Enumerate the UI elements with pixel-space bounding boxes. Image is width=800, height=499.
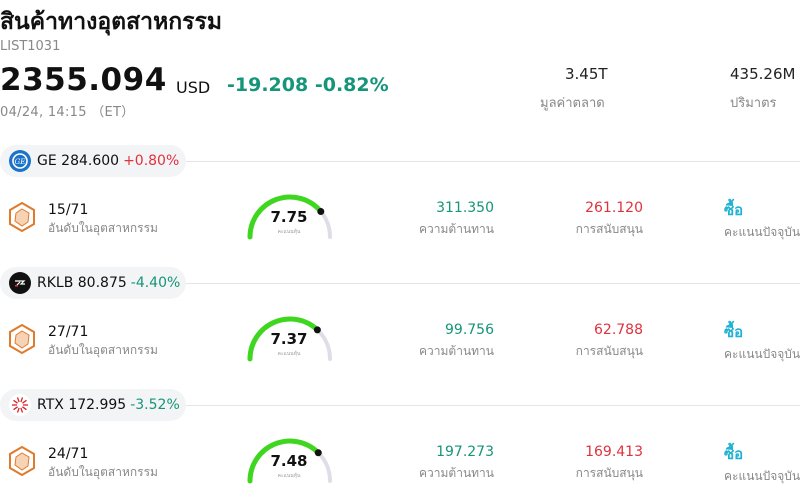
support-value: 62.788 <box>594 322 643 338</box>
currency-label: USD <box>176 78 211 97</box>
timestamp: 04/24, 14:15 （ET） <box>0 105 135 120</box>
resistance-value: 197.273 <box>436 444 494 460</box>
volume-label: ปริมาตร <box>730 96 777 111</box>
support-label: การสนับสนุน <box>575 466 643 480</box>
change-percent: -0.82% <box>314 74 389 96</box>
support-value: 261.120 <box>585 200 643 216</box>
rating-value[interactable]: ซื้อ <box>724 445 744 463</box>
stock-symbol: RTX <box>37 397 64 413</box>
industry-rank-label: อันดับในอุตสาหกรรม <box>48 465 158 479</box>
score-gauge <box>247 316 332 362</box>
support-label: การสนับสนุน <box>575 344 643 358</box>
industry-rank-label: อันดับในอุตสาหกรรม <box>48 343 158 357</box>
stock-price: 284.600 <box>61 153 120 169</box>
change-value: -19.208 <box>227 74 309 96</box>
page-title: สินค้าทางอุตสาหกรรม <box>0 9 223 35</box>
industry-rank: 27/71 <box>48 324 89 340</box>
row-divider <box>186 405 800 406</box>
stock-score: 7.75 <box>270 208 308 226</box>
stock-change-percent: -3.52% <box>130 397 180 413</box>
hexagon-radar-icon <box>9 202 35 232</box>
rating-value[interactable]: ซื้อ <box>724 323 744 341</box>
stock-price: 80.875 <box>77 275 127 291</box>
score-gauge <box>247 438 332 484</box>
rating-label: คะแนนปัจจุบัน <box>724 347 800 361</box>
row-divider <box>186 161 800 162</box>
index-price: 2355.094 <box>0 62 167 98</box>
row-divider <box>186 283 800 284</box>
stock-chip[interactable]: RKLB 80.875 -4.40% <box>0 267 186 299</box>
rocket-lab-logo-icon <box>9 272 31 294</box>
resistance-label: ความต้านทาน <box>419 466 494 480</box>
stock-symbol: RKLB <box>37 275 74 291</box>
support-value: 169.413 <box>585 444 643 460</box>
hexagon-radar-icon <box>9 446 35 476</box>
industry-rank: 15/71 <box>48 202 89 218</box>
score-gauge <box>247 194 332 240</box>
volume-value: 435.26M <box>730 65 796 83</box>
price-change: -19.208 -0.82% <box>227 74 389 96</box>
stock-score-label: คะแนนหุ้น <box>277 473 301 479</box>
rating-label: คะแนนปัจจุบัน <box>724 225 800 239</box>
list-code: LIST1031 <box>0 39 61 54</box>
stock-score-label: คะแนนหุ้น <box>277 351 301 357</box>
svg-text:GE: GE <box>15 158 26 166</box>
stock-chip[interactable]: RTX 172.995 -3.52% <box>0 389 186 421</box>
stock-score: 7.48 <box>270 452 308 470</box>
rating-value[interactable]: ซื้อ <box>724 201 744 219</box>
resistance-label: ความต้านทาน <box>419 222 494 236</box>
stock-chip[interactable]: GE GE 284.600 +0.80% <box>0 145 186 177</box>
industry-rank: 24/71 <box>48 446 89 462</box>
stock-score-label: คะแนนหุ้น <box>277 229 301 235</box>
resistance-label: ความต้านทาน <box>419 344 494 358</box>
rating-label: คะแนนปัจจุบัน <box>724 469 800 483</box>
market-cap-label: มูลค่าตลาด <box>540 96 605 111</box>
resistance-value: 311.350 <box>436 200 494 216</box>
market-cap-value: 3.45T <box>565 65 608 83</box>
hexagon-radar-icon <box>9 324 35 354</box>
rtx-logo-icon <box>9 394 31 416</box>
stock-price: 172.995 <box>68 397 127 413</box>
stock-change-percent: +0.80% <box>123 153 180 169</box>
resistance-value: 99.756 <box>445 322 494 338</box>
stock-score: 7.37 <box>270 330 308 348</box>
industry-rank-label: อันดับในอุตสาหกรรม <box>48 221 158 235</box>
stock-change-percent: -4.40% <box>130 275 181 291</box>
support-label: การสนับสนุน <box>575 222 643 236</box>
ge-logo-icon: GE <box>9 150 31 172</box>
stock-symbol: GE <box>37 153 57 169</box>
